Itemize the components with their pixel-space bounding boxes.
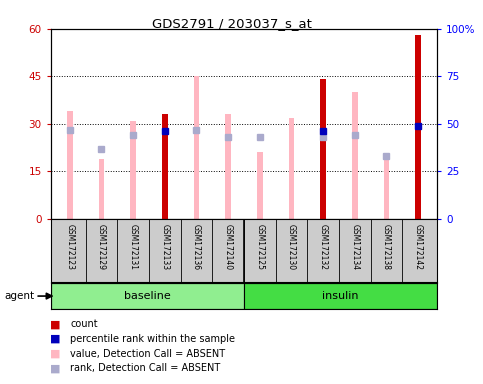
Bar [162,114,168,219]
Text: GSM172125: GSM172125 [255,224,264,270]
Bar [257,152,263,219]
Bar [320,79,326,219]
Bar [384,156,389,219]
Bar [67,111,72,219]
Text: agent: agent [5,291,35,301]
Text: GSM172140: GSM172140 [224,224,233,270]
Text: GSM172130: GSM172130 [287,224,296,270]
Text: GSM172142: GSM172142 [413,224,423,270]
Text: ■: ■ [50,349,61,359]
Text: GDS2791 / 203037_s_at: GDS2791 / 203037_s_at [152,17,312,30]
Text: GSM172123: GSM172123 [65,224,74,270]
Bar [415,35,421,219]
Text: insulin: insulin [322,291,359,301]
Text: count: count [70,319,98,329]
Bar [352,92,357,219]
Text: rank, Detection Call = ABSENT: rank, Detection Call = ABSENT [70,363,220,373]
Bar [194,76,199,219]
Text: value, Detection Call = ABSENT: value, Detection Call = ABSENT [70,349,225,359]
Text: GSM172129: GSM172129 [97,224,106,270]
Text: ■: ■ [50,334,61,344]
Text: ■: ■ [50,363,61,373]
Text: GSM172134: GSM172134 [350,224,359,270]
Text: GSM172132: GSM172132 [319,224,327,270]
Bar [130,121,136,219]
Bar [99,159,104,219]
Bar [244,283,437,309]
Text: GSM172138: GSM172138 [382,224,391,270]
Bar [288,118,294,219]
Text: GSM172131: GSM172131 [128,224,138,270]
Text: GSM172133: GSM172133 [160,224,169,270]
Text: GSM172136: GSM172136 [192,224,201,270]
Text: ■: ■ [50,319,61,329]
Bar [51,283,244,309]
Text: baseline: baseline [124,291,170,301]
Text: percentile rank within the sample: percentile rank within the sample [70,334,235,344]
Bar [225,114,231,219]
